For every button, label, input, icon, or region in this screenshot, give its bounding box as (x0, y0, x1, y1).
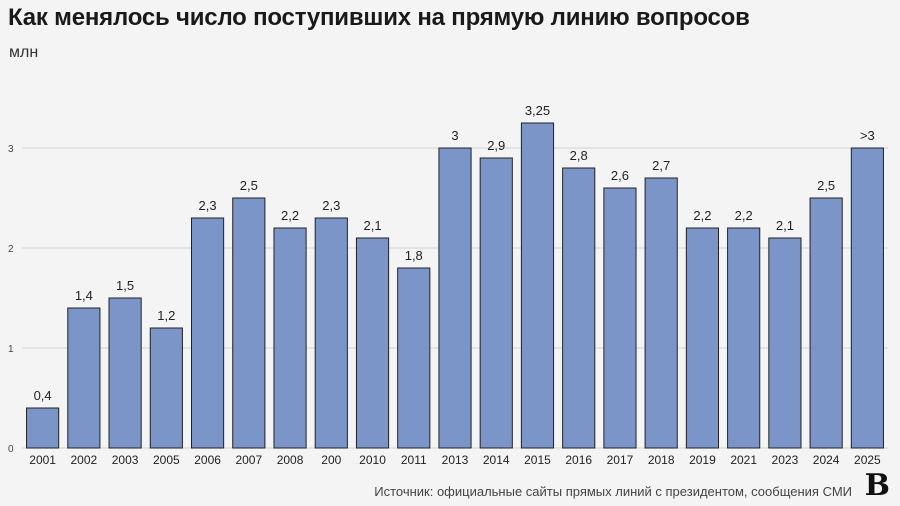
brand-logo: В (864, 468, 890, 503)
y-tick-label: 1 (8, 344, 14, 355)
x-axis-ticks: 2001 2002 2003 2005 2006 2007 2008 200 2010 2011 2… (29, 453, 881, 467)
bars (26, 122, 884, 449)
bar-2019 (685, 227, 720, 449)
x-tick-label: 2014 (483, 453, 510, 467)
value-label: 1,4 (75, 288, 93, 303)
x-tick-label: 2011 (401, 453, 427, 467)
value-label: 2,3 (199, 198, 217, 213)
value-label: 2,1 (776, 218, 794, 233)
bar-2016 (562, 167, 596, 449)
value-label: 2,2 (735, 208, 753, 223)
x-tick-label: 2010 (359, 453, 386, 467)
x-tick-label: 2015 (524, 453, 551, 467)
value-label: 2,2 (281, 208, 299, 223)
x-tick-label: 2001 (29, 453, 56, 467)
x-tick-label: 2007 (235, 453, 262, 467)
y-axis-ticks: 0 1 2 3 (8, 144, 14, 455)
x-tick-label: 2008 (277, 453, 304, 467)
value-label: 2,2 (693, 208, 711, 223)
x-tick-label: 2006 (194, 453, 221, 467)
bar-2017 (603, 187, 637, 449)
x-tick-label: 2002 (71, 453, 98, 467)
x-tick-label: 2003 (112, 453, 139, 467)
x-tick-label: 2023 (772, 453, 799, 467)
bar-2025 (850, 147, 884, 449)
x-tick-label: 2025 (854, 453, 881, 467)
bar-2001 (26, 407, 60, 449)
bar-2008 (273, 227, 307, 449)
x-tick-label: 2005 (153, 453, 180, 467)
value-label: 2,1 (363, 218, 381, 233)
source-note: Источник: официальные сайты прямых линий… (374, 484, 852, 499)
value-label: 2,5 (817, 178, 835, 193)
x-tick-label: 2019 (689, 453, 716, 467)
bar-2003 (108, 297, 142, 449)
y-tick-label: 0 (8, 444, 14, 455)
value-label: 2,7 (652, 158, 670, 173)
bar-2013 (438, 147, 472, 449)
value-label: 2,6 (611, 168, 629, 183)
x-tick-label: 2013 (442, 453, 469, 467)
bar-2005 (149, 327, 183, 449)
value-label: 3 (451, 128, 458, 143)
bar-2018 (644, 177, 678, 449)
bar-2024 (809, 197, 843, 449)
value-label: 2,8 (570, 148, 588, 163)
value-label: 1,2 (157, 308, 175, 323)
chart-title: Как менялось число поступивших на прямую… (8, 4, 750, 31)
x-tick-label: 200 (321, 453, 341, 467)
bar-200 (314, 217, 348, 449)
value-label: 2,9 (487, 138, 505, 153)
value-label: 2,5 (240, 178, 258, 193)
value-label: >3 (860, 128, 875, 143)
bar-2021 (727, 227, 761, 449)
chart-unit-label: млн (9, 44, 39, 61)
x-tick-label: 2016 (565, 453, 592, 467)
x-tick-label: 2024 (813, 453, 840, 467)
bar-2011 (397, 267, 431, 449)
x-tick-label: 2017 (607, 453, 634, 467)
bar-2002 (67, 307, 101, 449)
bar-2014 (479, 157, 513, 449)
bar-2010 (355, 237, 390, 449)
bar-2023 (768, 237, 802, 449)
value-label: 1,5 (116, 278, 134, 293)
value-label: 2,3 (322, 198, 340, 213)
y-tick-label: 3 (8, 144, 14, 155)
bar-2006 (190, 217, 225, 449)
value-labels: 0,4 1,4 1,5 1,2 2,3 2,5 2,2 2,3 2,1 1,8 3 2,9 3,25 2,… (34, 103, 875, 403)
value-label: 3,25 (525, 103, 550, 118)
bar-2007 (232, 197, 266, 449)
value-label: 1,8 (405, 248, 423, 263)
y-tick-label: 2 (8, 244, 14, 255)
bar-2015 (520, 122, 555, 449)
value-label: 0,4 (34, 388, 52, 403)
x-tick-label: 2018 (648, 453, 675, 467)
x-tick-label: 2021 (730, 453, 757, 467)
